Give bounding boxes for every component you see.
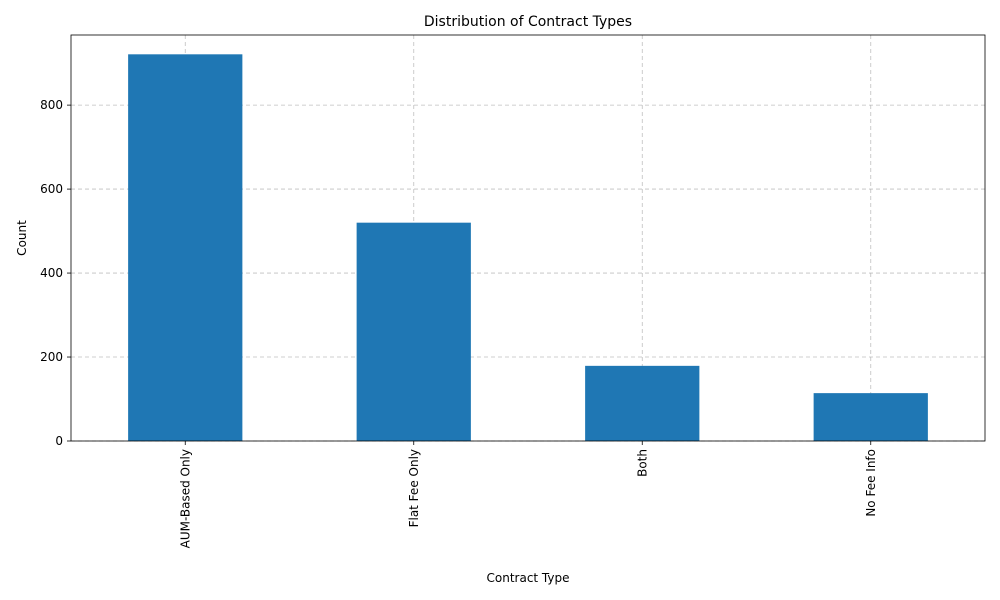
- y-tick-label: 400: [40, 266, 63, 280]
- bar: [128, 54, 243, 441]
- y-tick-label: 200: [40, 350, 63, 364]
- x-axis-ticks: AUM-Based Only Flat Fee Only Both No Fee In…: [178, 441, 878, 548]
- chart-title: Distribution of Contract Types: [424, 14, 632, 30]
- bar: [585, 365, 700, 441]
- x-tick-label: Both: [635, 449, 649, 477]
- x-axis-label: Contract Type: [487, 571, 570, 585]
- y-axis-ticks: 0 200 400 600 800: [40, 98, 71, 448]
- x-tick-label: Flat Fee Only: [407, 449, 421, 527]
- y-tick-label: 600: [40, 182, 63, 196]
- y-tick-label: 800: [40, 98, 63, 112]
- y-axis-label: Count: [15, 220, 29, 256]
- x-tick-label: AUM-Based Only: [178, 449, 192, 548]
- plot-frame: [70, 34, 986, 442]
- bar: [356, 222, 471, 441]
- bars: [128, 54, 928, 441]
- x-tick-label: No Fee Info: [864, 449, 878, 517]
- bar: [813, 393, 928, 441]
- y-tick-label: 0: [55, 434, 63, 448]
